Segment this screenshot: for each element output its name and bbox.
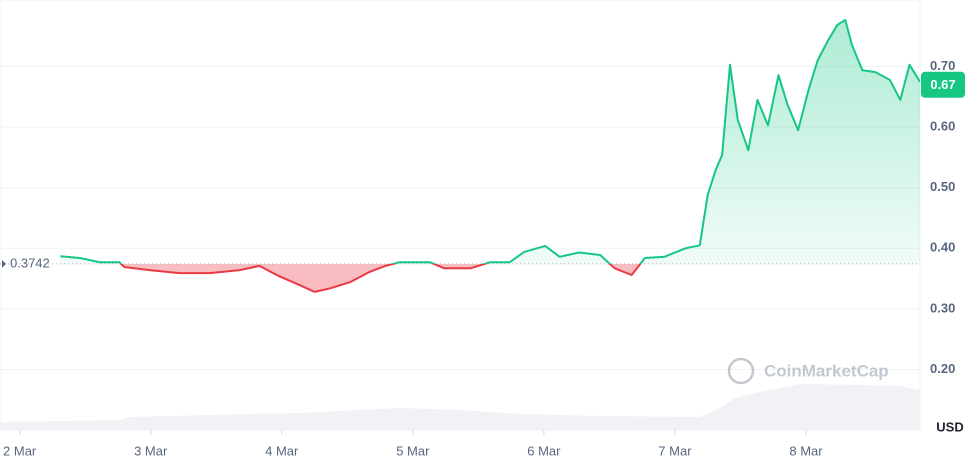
x-tick-label: 6 Mar <box>527 443 561 458</box>
price-line-up <box>60 19 920 264</box>
x-tick-label: 4 Mar <box>265 443 299 458</box>
x-tick-label: 5 Mar <box>396 443 430 458</box>
y-tick-label: 0.40 <box>930 240 955 255</box>
watermark: CoinMarketCap <box>727 357 889 385</box>
volume-area <box>0 384 920 430</box>
watermark-logo <box>727 357 755 385</box>
x-tick-label: 3 Mar <box>134 443 168 458</box>
lines: 0.3742 0.67 <box>0 19 965 293</box>
current-price-badge <box>921 71 965 98</box>
watermark-text: CoinMarketCap <box>764 361 889 380</box>
current-price-label: 0.67 <box>930 77 955 92</box>
currency-label: USD <box>936 419 963 434</box>
x-tick-label: 2 Mar <box>3 443 37 458</box>
y-tick-label: 0.20 <box>930 361 955 376</box>
baseline-marker <box>2 259 6 268</box>
area-up <box>60 20 920 264</box>
areas <box>60 20 920 292</box>
price-line-down <box>119 263 642 293</box>
y-tick-label: 0.30 <box>930 300 955 315</box>
y-tick-label: 0.70 <box>930 58 955 73</box>
y-tick-label: 0.50 <box>930 179 955 194</box>
x-tick-label: 7 Mar <box>658 443 692 458</box>
x-tick-label: 8 Mar <box>789 443 823 458</box>
y-tick-label: 0.60 <box>930 119 955 134</box>
baseline-label: 0.3742 <box>10 255 50 270</box>
area-down <box>121 263 641 292</box>
